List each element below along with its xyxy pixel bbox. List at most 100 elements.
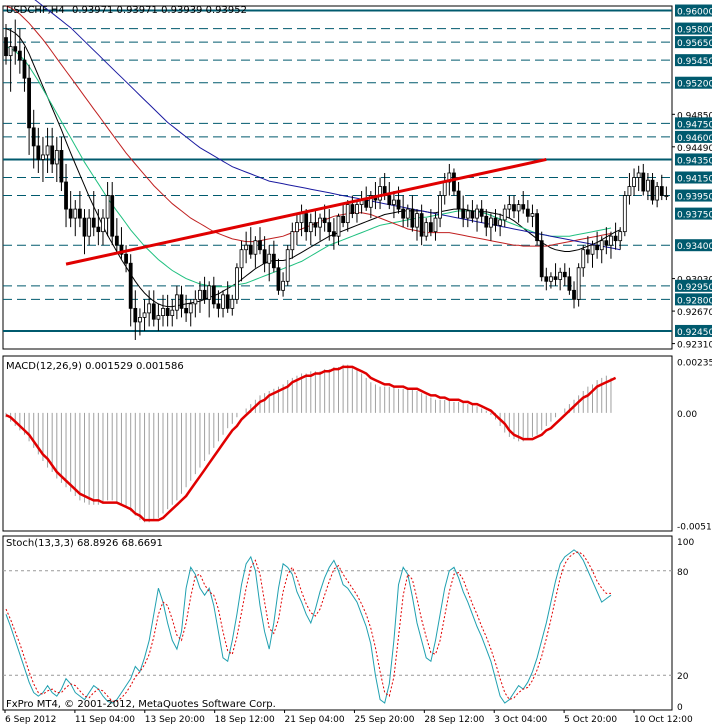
candle [641, 163, 646, 196]
candle [401, 195, 406, 228]
candle [507, 195, 512, 219]
candle [13, 19, 18, 65]
candle [549, 272, 553, 289]
candle [142, 299, 147, 331]
price-tick-label: 0.94750 [677, 120, 712, 130]
candle [355, 200, 359, 223]
candle [54, 136, 59, 183]
candle [8, 28, 13, 92]
candle [318, 213, 322, 241]
candle [530, 204, 535, 228]
time-tick-label: 6 Sep 2012 [5, 715, 56, 725]
candle [331, 218, 336, 250]
time-tick-label: 18 Sep 12:00 [215, 715, 275, 725]
candle [271, 240, 276, 273]
time-tick-label: 21 Sep 04:00 [285, 715, 345, 725]
candle [239, 240, 244, 282]
candle [258, 227, 262, 255]
candle [27, 64, 31, 155]
candle [304, 209, 309, 241]
candle [659, 174, 664, 201]
candle [188, 299, 193, 327]
candle [285, 245, 290, 286]
candle [147, 290, 152, 327]
moving-average-blue [34, 0, 621, 251]
candle [632, 168, 636, 196]
price-tick-label: 0.92800 [677, 296, 712, 306]
candle [276, 258, 281, 295]
price-label-box [675, 153, 712, 166]
price-label-box [675, 76, 712, 89]
candle [595, 231, 600, 259]
candle [558, 267, 563, 291]
candle [184, 294, 189, 322]
macd-tick-label: 0.00235 [677, 358, 712, 368]
candle [452, 168, 456, 196]
candle [387, 182, 392, 210]
candle [438, 191, 442, 228]
candle [82, 209, 87, 255]
candle [216, 290, 221, 318]
candle [207, 281, 212, 318]
candle [609, 231, 613, 259]
price-label-box [675, 189, 712, 202]
price-tick-label: 0.94350 [677, 156, 712, 166]
candle [230, 294, 235, 316]
stochastic-signal-line [5, 551, 611, 702]
price-tick-label: 0.94490 [677, 144, 712, 154]
candle [405, 204, 410, 228]
macd-pane: 0.00235 0.00 -0.00515 [2, 355, 712, 533]
macd-tick-label: 0.00 [677, 410, 697, 420]
stochastic-tick-label: 80 [677, 568, 689, 578]
candle [368, 191, 373, 219]
candle [87, 209, 92, 246]
candle [572, 281, 576, 309]
macd-signal-line [5, 365, 617, 522]
chart-ohlc-readout: 0.93971 0.93971 0.93939 0.93952 [72, 5, 247, 16]
candle [345, 200, 350, 232]
candle [465, 204, 470, 228]
price-tick-label: 0.92310 [677, 341, 712, 351]
price-label-box [675, 324, 712, 337]
price-label-box [675, 130, 712, 143]
candle [488, 213, 493, 241]
trendline [65, 157, 547, 266]
candle [585, 236, 590, 264]
candle [655, 182, 660, 208]
candle [105, 182, 110, 237]
candle [4, 24, 8, 65]
candle [17, 28, 22, 74]
stochastic-main-line [5, 549, 612, 704]
price-label-box [675, 4, 712, 17]
chart-symbol-header: USDCHF,H4 [6, 5, 65, 16]
candle [165, 294, 170, 327]
time-axis: 6 Sep 2012 11 Sep 04:00 13 Sep 20:00 18 Sep… [4, 710, 693, 725]
candle [36, 127, 41, 173]
candle [59, 136, 64, 192]
candle [636, 165, 641, 192]
candle [308, 213, 313, 246]
candle [484, 209, 489, 237]
candle [31, 109, 36, 169]
price-label-box [675, 117, 712, 130]
candle [267, 245, 272, 282]
time-tick-label: 3 Oct 04:00 [494, 715, 547, 725]
candle [470, 200, 475, 223]
candle [502, 204, 507, 228]
candle [110, 182, 115, 246]
candle [161, 294, 165, 327]
candle [64, 163, 68, 228]
price-tick-label: 0.94850 [677, 111, 712, 121]
candle [613, 222, 618, 250]
candle [170, 299, 175, 327]
candle [521, 191, 526, 214]
candle [618, 227, 623, 250]
candle [91, 191, 96, 237]
candle [262, 236, 267, 273]
candle [193, 290, 198, 318]
time-tick-label: 5 Oct 20:00 [564, 715, 617, 725]
candle [174, 285, 179, 320]
stochastic-pane: 100 80 20 0 [2, 535, 694, 713]
candle [114, 218, 119, 255]
price-tick-label: 0.95650 [677, 39, 712, 49]
